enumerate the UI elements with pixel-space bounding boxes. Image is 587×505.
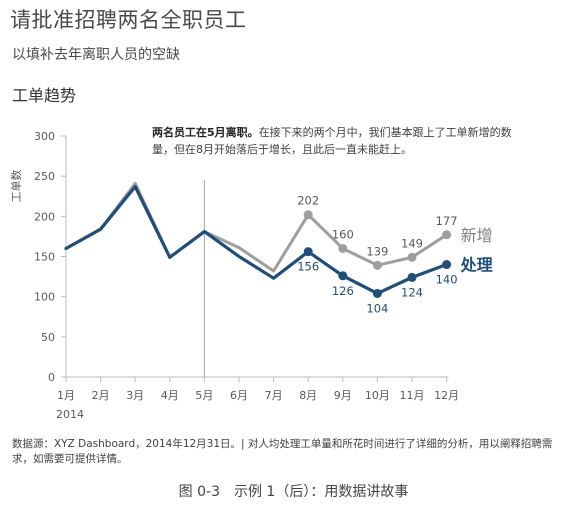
y-tick-label: 200 [34, 210, 55, 223]
x-tick-label: 10月 [365, 389, 390, 402]
data-point [372, 260, 382, 270]
data-label: 202 [297, 194, 319, 208]
annotation-bold: 两名员工在5月离职。 [152, 126, 259, 139]
data-point [338, 243, 348, 253]
y-tick-label: 100 [34, 291, 55, 304]
year-label: 2014 [56, 408, 84, 421]
y-axis-label: 工单数 [10, 170, 23, 203]
y-tick-label: 0 [48, 371, 55, 384]
x-tick-label: 8月 [299, 389, 317, 402]
data-label: 124 [401, 285, 423, 299]
x-tick-label: 11月 [400, 389, 425, 402]
data-point [303, 210, 313, 220]
data-label: 140 [436, 273, 458, 287]
x-tick-label: 1月 [57, 389, 75, 402]
x-tick-label: 3月 [126, 389, 144, 402]
data-point [407, 272, 417, 282]
series-line-1 [64, 185, 449, 296]
data-label: 160 [332, 227, 354, 241]
x-tick-label: 9月 [334, 389, 352, 402]
data-point [407, 252, 417, 262]
data-label: 126 [332, 284, 354, 298]
data-source-note: 数据源：XYZ Dashboard，2014年12月31日。| 对人均处理工单量… [12, 438, 553, 465]
data-label: 177 [436, 214, 458, 228]
section-heading: 工单趋势 [12, 86, 77, 105]
x-tick-label: 5月 [195, 389, 213, 402]
y-tick-label: 50 [41, 331, 55, 344]
x-tick-label: 2月 [92, 389, 110, 402]
series-line-0 [64, 181, 449, 273]
series-label-1: 处理 [460, 256, 493, 275]
y-tick-label: 300 [34, 130, 55, 143]
x-tick-label: 7月 [265, 389, 283, 402]
data-label: 139 [366, 244, 388, 258]
data-point [303, 247, 313, 257]
data-label: 149 [401, 236, 423, 250]
figure-caption: 图 0-3 示例 1（后）：用数据讲故事 [178, 484, 409, 500]
data-point [442, 230, 452, 240]
line-chart: 0 50 100 150 200 250 300 工单数 1月 2月 3月 4月 5月 6月 7月 8月 9月 1… [10, 130, 493, 421]
annotation-text: 在接下来的两个月中，我们基本跟上了工单新增的数量，但在8月开始落后于增长，且此后… [152, 126, 512, 156]
chart-annotation: 两名员工在5月离职。在接下来的两个月中，我们基本跟上了工单新增的数量，但在8月开… [152, 124, 532, 158]
x-tick-label: 6月 [230, 389, 248, 402]
data-label: 156 [297, 260, 319, 274]
data-point [372, 288, 382, 298]
x-tick-label: 12月 [434, 389, 459, 402]
chart-subtitle: 以填补去年离职人员的空缺 [12, 47, 180, 63]
x-tick-label: 4月 [161, 389, 179, 402]
data-point [338, 271, 348, 281]
data-point [442, 260, 452, 270]
y-tick-label: 150 [34, 251, 55, 264]
chart-title: 请批准招聘两名全职员工 [10, 8, 247, 32]
y-tick-label: 250 [34, 170, 55, 183]
series-label-0: 新增 [461, 226, 493, 245]
data-label: 104 [366, 301, 388, 315]
